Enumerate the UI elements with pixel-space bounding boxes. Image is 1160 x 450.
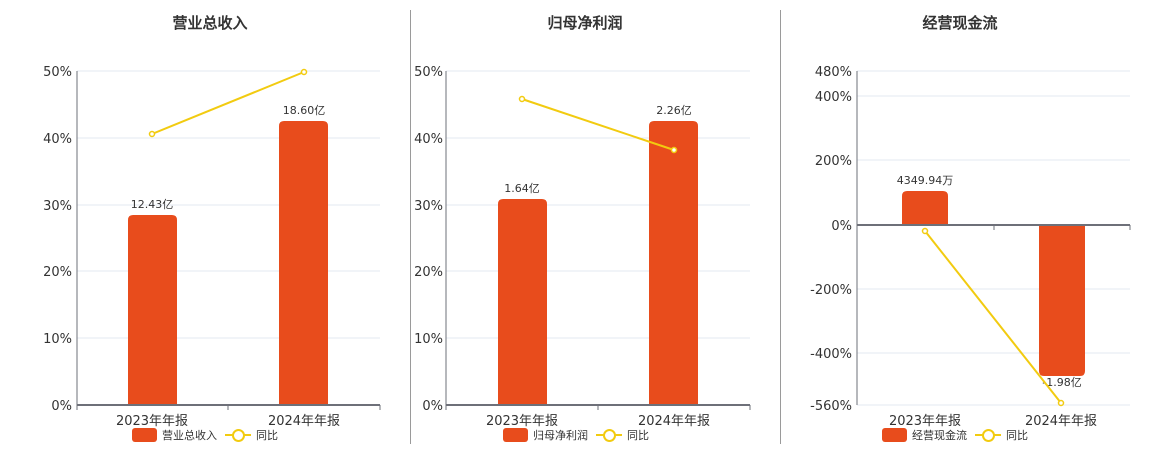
legend: 经营现金流 同比 bbox=[882, 427, 1028, 443]
y-tick: 30% bbox=[414, 199, 443, 214]
bar-value-label: 4349.94万 bbox=[897, 174, 954, 187]
x-category: 2023年年报 bbox=[486, 414, 558, 429]
y-tick: 10% bbox=[414, 332, 443, 347]
chart-title: 归母净利润 bbox=[547, 14, 623, 32]
bar-2023[interactable] bbox=[128, 215, 177, 405]
y-tick: 20% bbox=[414, 265, 443, 280]
y-tick: 40% bbox=[414, 132, 443, 147]
y-tick: 20% bbox=[43, 265, 72, 280]
panel-divider bbox=[410, 10, 411, 444]
legend: 营业总收入 同比 bbox=[132, 427, 278, 443]
legend-bar-swatch[interactable] bbox=[132, 428, 157, 442]
yoy-line bbox=[924, 230, 1062, 404]
x-category: 2023年年报 bbox=[116, 414, 188, 429]
yoy-point[interactable] bbox=[518, 95, 526, 103]
y-tick: 400% bbox=[815, 90, 852, 105]
legend-bar-label[interactable]: 营业总收入 bbox=[162, 429, 217, 442]
y-tick: 0% bbox=[831, 219, 852, 234]
yoy-line bbox=[151, 71, 305, 135]
legend-line-label[interactable]: 同比 bbox=[1006, 429, 1028, 442]
legend-bar-label[interactable]: 经营现金流 bbox=[912, 429, 967, 442]
x-category: 2024年年报 bbox=[1025, 414, 1097, 429]
y-tick: 200% bbox=[815, 154, 852, 169]
y-tick: 0% bbox=[422, 399, 443, 414]
x-category: 2023年年报 bbox=[889, 414, 961, 429]
yoy-point[interactable] bbox=[921, 227, 929, 235]
bar-value-label: 18.60亿 bbox=[283, 104, 326, 117]
bar-2023[interactable] bbox=[902, 191, 948, 225]
legend-line-label[interactable]: 同比 bbox=[256, 429, 278, 442]
yoy-point[interactable] bbox=[148, 130, 156, 138]
y-tick: -560% bbox=[810, 399, 852, 414]
y-tick: 40% bbox=[43, 132, 72, 147]
y-tick: -400% bbox=[810, 347, 852, 362]
yoy-line bbox=[521, 98, 675, 151]
yoy-point[interactable] bbox=[670, 146, 678, 154]
bar-value-label: 12.43亿 bbox=[131, 198, 174, 211]
legend: 归母净利润 同比 bbox=[503, 427, 649, 443]
legend-bar-swatch[interactable] bbox=[503, 428, 528, 442]
chart-panel-net-profit: 归母净利润 50% 40% 30% 20% 10% 0% 2023年年报 202… bbox=[414, 14, 751, 443]
chart-plot: 50% 40% 30% 20% 10% 0% 2023年年报 2024年年报 1… bbox=[43, 65, 381, 429]
panel-divider bbox=[780, 10, 781, 444]
legend-bar-label[interactable]: 归母净利润 bbox=[533, 429, 588, 442]
chart-plot: 50% 40% 30% 20% 10% 0% 2023年年报 2024年年报 1… bbox=[414, 65, 751, 429]
y-tick: 30% bbox=[43, 199, 72, 214]
chart-panel-revenue: 营业总收入 50% 40% 30% 20% 10% 0% 2023年年报 202… bbox=[0, 0, 410, 450]
bar-value-label: -1.98亿 bbox=[1042, 376, 1081, 389]
y-tick: 50% bbox=[414, 65, 443, 80]
y-tick: 50% bbox=[43, 65, 72, 80]
legend-line-icon[interactable] bbox=[225, 428, 251, 442]
bar-2024[interactable] bbox=[649, 121, 698, 405]
chart-title: 营业总收入 bbox=[172, 14, 248, 32]
legend-line-label[interactable]: 同比 bbox=[627, 429, 649, 442]
x-category: 2024年年报 bbox=[638, 414, 710, 429]
y-tick: -200% bbox=[810, 283, 852, 298]
bar-value-label: 2.26亿 bbox=[656, 104, 692, 117]
bar-value-label: 1.64亿 bbox=[504, 182, 540, 195]
y-tick: 10% bbox=[43, 332, 72, 347]
chart-title: 经营现金流 bbox=[922, 14, 998, 32]
y-tick: 480% bbox=[815, 65, 852, 80]
yoy-point[interactable] bbox=[1057, 399, 1065, 407]
x-category: 2024年年报 bbox=[268, 414, 340, 429]
legend-bar-swatch[interactable] bbox=[882, 428, 907, 442]
legend-line-icon[interactable] bbox=[975, 428, 1001, 442]
legend-line-icon[interactable] bbox=[596, 428, 622, 442]
bar-2023[interactable] bbox=[498, 199, 547, 405]
bar-2024[interactable] bbox=[279, 121, 328, 405]
y-tick: 0% bbox=[51, 399, 72, 414]
bar-2024[interactable] bbox=[1039, 225, 1085, 376]
yoy-point[interactable] bbox=[300, 68, 308, 76]
